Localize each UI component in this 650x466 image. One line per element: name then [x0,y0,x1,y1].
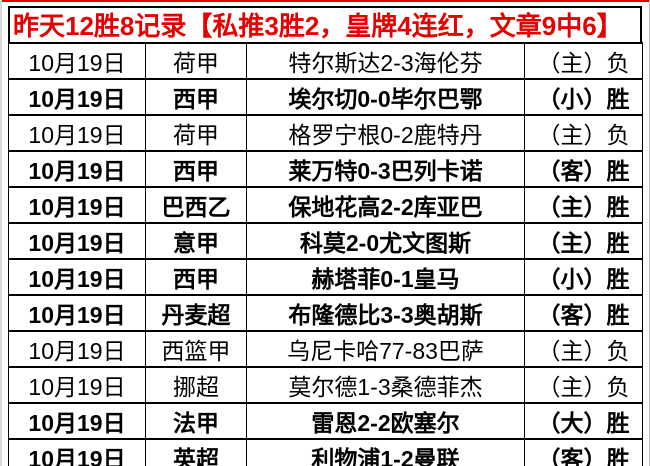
league-cell: 英超 [145,438,247,466]
date-cell: 10月19日 [8,42,146,80]
date-cell: 10月19日 [8,294,146,332]
table-row: 10月19日 荷甲 格罗宁根0-2鹿特丹 （主）负 [8,114,643,152]
match-cell: 莱万特0-3巴列卡诺 [246,150,525,188]
table-row: 10月19日 荷甲 特尔斯达2-3海伦芬 （主）负 [8,42,643,80]
date-cell: 10月19日 [8,366,146,404]
match-cell: 乌尼卡哈77-83巴萨 [246,330,525,368]
table-row: 10月19日 意甲 科莫2-0尤文图斯 （主）胜 [8,222,643,260]
page-left-edge [0,0,2,466]
date-cell: 10月19日 [8,402,146,440]
league-cell: 西甲 [145,78,247,116]
league-cell: 西甲 [145,258,247,296]
result-cell: （主）负 [524,330,643,368]
record-panel: 昨天12胜8记录【私推3胜2，皇牌4连红，文章9中6】 10月19日 荷甲 特尔… [8,6,643,466]
date-cell: 10月19日 [8,438,146,466]
results-table-body: 10月19日 荷甲 特尔斯达2-3海伦芬 （主）负 10月19日 西甲 埃尔切0… [8,42,643,466]
table-row: 10月19日 西甲 埃尔切0-0毕尔巴鄂 （小）胜 [8,78,643,116]
result-cell: （主）负 [524,42,643,80]
league-cell: 法甲 [145,402,247,440]
table-row: 10月19日 英超 利物浦1-2曼联 （客）胜 [8,438,643,466]
result-cell: （客）胜 [524,150,643,188]
match-cell: 雷恩2-2欧塞尔 [246,402,525,440]
match-cell: 特尔斯达2-3海伦芬 [246,42,525,80]
date-cell: 10月19日 [8,186,146,224]
league-cell: 荷甲 [145,114,247,152]
table-row: 10月19日 西篮甲 乌尼卡哈77-83巴萨 （主）负 [8,330,643,368]
result-cell: （小）胜 [524,258,643,296]
league-cell: 意甲 [145,222,247,260]
date-cell: 10月19日 [8,150,146,188]
match-cell: 莫尔德1-3桑德菲杰 [246,366,525,404]
match-cell: 布隆德比3-3奥胡斯 [246,294,525,332]
match-cell: 科莫2-0尤文图斯 [246,222,525,260]
result-cell: （小）胜 [524,78,643,116]
match-cell: 赫塔菲0-1皇马 [246,258,525,296]
result-cell: （大）胜 [524,402,643,440]
league-cell: 荷甲 [145,42,247,80]
result-cell: （主）负 [524,114,643,152]
league-cell: 挪超 [145,366,247,404]
table-row: 10月19日 丹麦超 布隆德比3-3奥胡斯 （客）胜 [8,294,643,332]
league-cell: 西甲 [145,150,247,188]
date-cell: 10月19日 [8,222,146,260]
result-cell: （主）负 [524,366,643,404]
date-cell: 10月19日 [8,114,146,152]
match-cell: 格罗宁根0-2鹿特丹 [246,114,525,152]
record-title: 昨天12胜8记录【私推3胜2，皇牌4连红，文章9中6】 [8,6,642,44]
league-cell: 巴西乙 [145,186,247,224]
league-cell: 丹麦超 [145,294,247,332]
result-cell: （客）胜 [524,294,643,332]
date-cell: 10月19日 [8,330,146,368]
top-accent-line [2,0,649,2]
date-cell: 10月19日 [8,78,146,116]
date-cell: 10月19日 [8,258,146,296]
match-cell: 利物浦1-2曼联 [246,438,525,466]
table-row: 10月19日 法甲 雷恩2-2欧塞尔 （大）胜 [8,402,643,440]
results-table: 10月19日 荷甲 特尔斯达2-3海伦芬 （主）负 10月19日 西甲 埃尔切0… [8,42,643,466]
result-cell: （主）胜 [524,186,643,224]
table-row: 10月19日 西甲 莱万特0-3巴列卡诺 （客）胜 [8,150,643,188]
match-cell: 埃尔切0-0毕尔巴鄂 [246,78,525,116]
result-cell: （主）胜 [524,222,643,260]
table-row: 10月19日 巴西乙 保地花高2-2库亚巴 （主）胜 [8,186,643,224]
table-row: 10月19日 挪超 莫尔德1-3桑德菲杰 （主）负 [8,366,643,404]
table-row: 10月19日 西甲 赫塔菲0-1皇马 （小）胜 [8,258,643,296]
league-cell: 西篮甲 [145,330,247,368]
result-cell: （客）胜 [524,438,643,466]
match-cell: 保地花高2-2库亚巴 [246,186,525,224]
